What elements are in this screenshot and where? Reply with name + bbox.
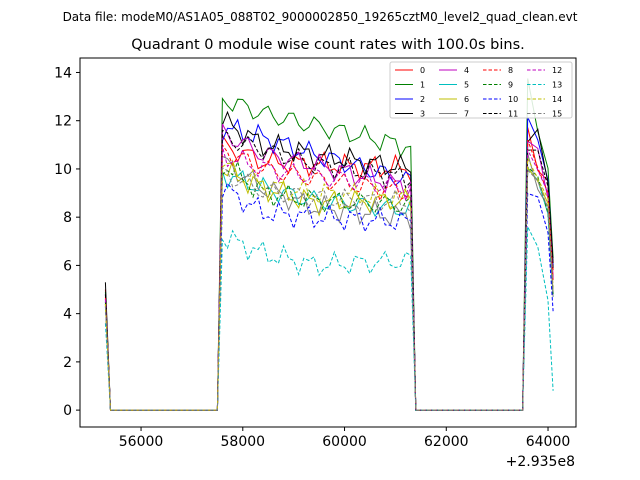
x-tick-label: 56000: [119, 434, 164, 450]
legend-label-8: 8: [508, 66, 513, 75]
legend-label-12: 12: [552, 66, 562, 75]
legend-label-7: 7: [464, 110, 469, 119]
y-tick-label: 0: [63, 403, 72, 419]
x-tick-label: 60000: [322, 434, 367, 450]
x-tick-label: 62000: [424, 434, 469, 450]
suptitle: Data file: modeM0/AS1A05_088T02_90000028…: [63, 10, 578, 24]
legend-label-3: 3: [420, 110, 425, 119]
legend-label-1: 1: [420, 81, 425, 90]
legend-label-5: 5: [464, 81, 469, 90]
x-offset-label: +2.935e8: [506, 454, 575, 470]
legend-label-15: 15: [552, 110, 562, 119]
legend-label-10: 10: [508, 95, 518, 104]
series-line-15: [104, 166, 554, 411]
y-tick-label: 14: [54, 65, 72, 81]
y-tick-label: 10: [54, 162, 72, 178]
y-tick-label: 6: [63, 258, 72, 274]
x-tick-label: 58000: [221, 434, 266, 450]
chart-title: Quadrant 0 module wise count rates with …: [131, 37, 525, 53]
legend-label-0: 0: [420, 66, 425, 75]
y-tick-label: 2: [63, 355, 72, 371]
legend-label-2: 2: [420, 95, 425, 104]
legend-label-6: 6: [464, 95, 469, 104]
y-tick-label: 8: [63, 210, 72, 226]
legend-box: [389, 61, 573, 119]
legend-label-9: 9: [508, 81, 513, 90]
axes-frame: [79, 57, 577, 428]
series-line-14: [104, 158, 554, 411]
series-group: [104, 78, 554, 411]
legend-label-4: 4: [464, 66, 469, 75]
x-tick-label: 64000: [526, 434, 571, 450]
y-tick-label: 4: [63, 307, 72, 323]
legend-label-13: 13: [552, 81, 562, 90]
legend-label-14: 14: [552, 95, 562, 104]
legend-label-11: 11: [508, 110, 518, 119]
y-tick-label: 12: [54, 114, 72, 130]
